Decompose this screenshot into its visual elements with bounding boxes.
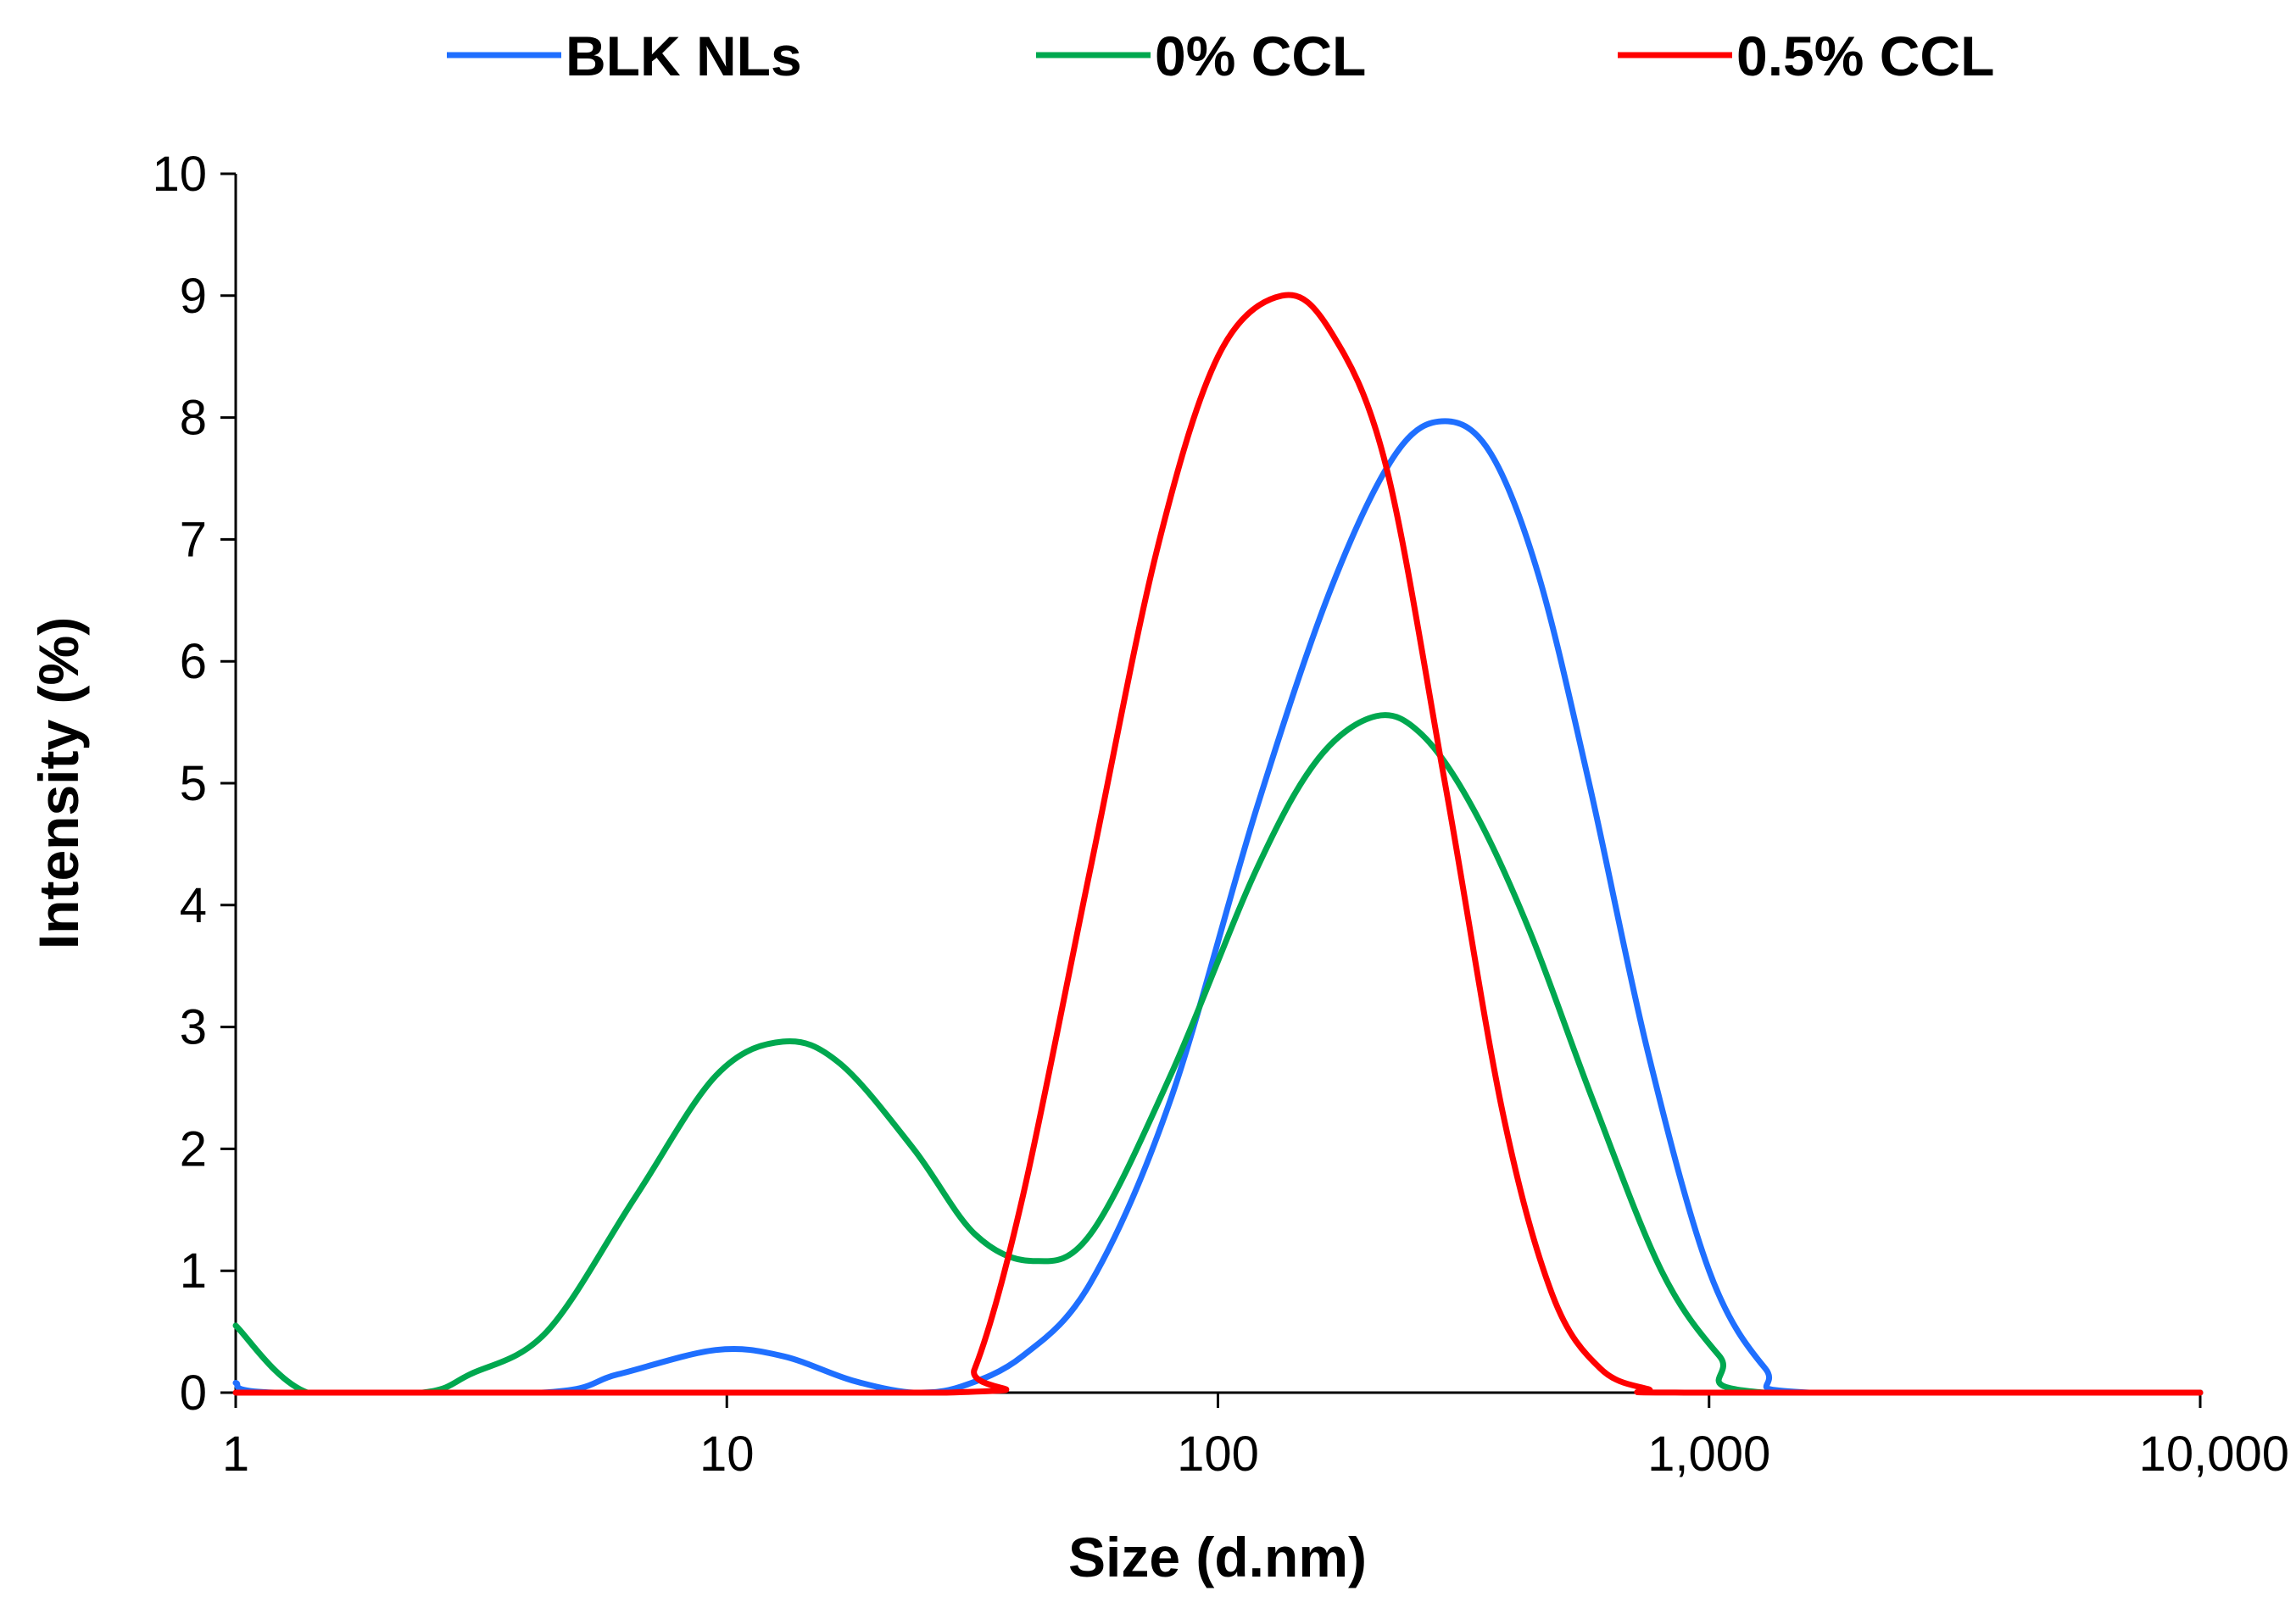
series-layer — [232, 292, 2204, 1396]
x-axis-title: Size (d.nm) — [1068, 1526, 1367, 1588]
series-line-3 — [232, 292, 2204, 1396]
x-tick-label: 10 — [699, 1427, 755, 1482]
y-tick-label: 3 — [180, 1000, 207, 1055]
legend-label-1: BLK NLs — [566, 25, 802, 87]
y-tick-label: 10 — [152, 147, 207, 202]
x-axis: 1 10 100 1,000 10,000 — [222, 1391, 2289, 1482]
y-tick-label: 4 — [180, 878, 207, 933]
series-line-1 — [232, 418, 2204, 1396]
y-tick-label: 1 — [180, 1243, 207, 1299]
x-tick-label: 100 — [1177, 1427, 1259, 1482]
y-tick-label: 8 — [180, 391, 207, 446]
y-tick-label: 6 — [180, 634, 207, 689]
y-axis: 0 1 2 3 4 5 6 7 8 9 10 — [152, 147, 237, 1421]
y-tick-label: 2 — [180, 1121, 207, 1176]
y-axis-title: Intensity (%) — [27, 617, 90, 949]
y-tick-label: 7 — [180, 512, 207, 567]
legend-label-3: 0.5% CCL — [1736, 25, 1994, 87]
legend-label-2: 0% CCL — [1155, 25, 1366, 87]
y-tick-label: 0 — [180, 1366, 207, 1421]
y-tick-label: 5 — [180, 756, 207, 811]
series-line-2 — [232, 712, 2204, 1396]
x-tick-label: 1 — [222, 1427, 249, 1482]
y-tick-label: 9 — [180, 269, 207, 324]
x-tick-label: 10,000 — [2139, 1427, 2289, 1482]
x-tick-label: 1,000 — [1647, 1427, 1770, 1482]
legend: BLK NLs 0% CCL 0.5% CCL — [447, 25, 1994, 87]
